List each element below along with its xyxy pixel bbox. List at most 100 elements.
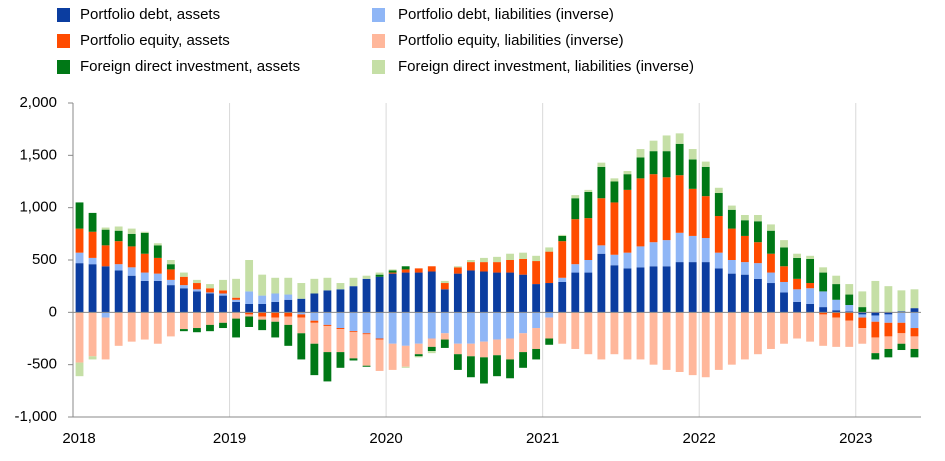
- bar: [780, 266, 788, 282]
- bar: [427, 266, 436, 272]
- bar: [545, 247, 554, 252]
- bar: [754, 278, 762, 313]
- bar: [714, 252, 723, 269]
- bar: [153, 245, 162, 258]
- bar: [401, 345, 410, 367]
- bar: [375, 339, 384, 371]
- bar: [506, 272, 514, 313]
- bar: [362, 333, 371, 335]
- bar: [427, 338, 436, 347]
- bar: [649, 174, 658, 243]
- bar: [101, 312, 110, 318]
- bar: [219, 293, 227, 296]
- bar: [414, 268, 423, 273]
- bar: [649, 151, 658, 175]
- bar: [701, 262, 710, 313]
- bar: [193, 283, 201, 290]
- bar: [675, 143, 684, 176]
- bar: [662, 135, 671, 152]
- bar: [819, 314, 828, 346]
- bar: [845, 284, 854, 295]
- bar: [388, 269, 397, 271]
- bar: [349, 331, 358, 333]
- bar: [193, 291, 201, 313]
- bar: [466, 262, 475, 271]
- bar: [166, 269, 175, 280]
- bar: [740, 274, 749, 313]
- bar: [453, 312, 462, 344]
- bar: [545, 338, 554, 345]
- bar: [584, 260, 593, 273]
- bar: [493, 256, 501, 263]
- bar: [701, 166, 710, 197]
- bar: [597, 245, 606, 254]
- bar: [832, 284, 841, 300]
- bar: [610, 178, 619, 182]
- bar: [767, 272, 775, 284]
- bar: [780, 247, 788, 267]
- bar: [258, 319, 267, 331]
- bar: [519, 352, 528, 368]
- bar: [832, 310, 841, 313]
- bar: [714, 193, 723, 217]
- bar: [662, 151, 671, 178]
- bar: [806, 312, 815, 342]
- bar: [506, 338, 514, 360]
- bar: [571, 272, 580, 313]
- bar: [401, 366, 410, 368]
- bar: [780, 292, 788, 313]
- bar: [466, 270, 475, 313]
- bar: [284, 294, 293, 300]
- bar: [819, 291, 828, 308]
- bar: [219, 290, 227, 294]
- bar: [179, 285, 188, 289]
- bar: [740, 262, 749, 275]
- bar: [323, 352, 332, 382]
- bar: [114, 241, 123, 265]
- bar: [858, 291, 867, 308]
- bar: [558, 241, 567, 278]
- bar: [401, 266, 410, 270]
- bar: [910, 348, 919, 358]
- bar: [662, 240, 671, 267]
- bar: [127, 246, 136, 268]
- bar: [388, 270, 397, 273]
- bar: [88, 257, 97, 265]
- bar: [88, 212, 97, 232]
- bar: [114, 312, 123, 346]
- bar: [232, 278, 240, 298]
- bar: [193, 328, 201, 333]
- bar: [754, 312, 762, 355]
- bar: [845, 312, 854, 321]
- bar: [545, 312, 554, 318]
- bar: [284, 277, 293, 295]
- bar: [166, 279, 175, 286]
- bar: [466, 343, 475, 357]
- bar: [519, 274, 528, 313]
- bar: [558, 281, 567, 313]
- legend-label: Portfolio equity, assets: [80, 32, 230, 49]
- bar: [871, 315, 880, 322]
- bar: [480, 357, 488, 384]
- bar: [114, 230, 123, 242]
- legend-label: Portfolio debt, liabilities (inverse): [398, 6, 614, 23]
- y-tick-label: 0: [49, 303, 57, 320]
- bar: [284, 324, 293, 346]
- bar: [101, 266, 110, 313]
- bar: [767, 283, 775, 313]
- bar: [101, 317, 110, 360]
- bar: [649, 242, 658, 267]
- bar: [910, 312, 919, 329]
- bar: [688, 235, 697, 263]
- bar: [206, 288, 214, 293]
- bar: [166, 312, 175, 337]
- bar: [897, 312, 906, 323]
- bar: [519, 252, 528, 259]
- bar: [858, 328, 867, 344]
- bar: [480, 341, 488, 358]
- bar: [649, 266, 658, 313]
- bar: [675, 262, 684, 313]
- bar: [871, 353, 880, 360]
- bar: [193, 312, 201, 329]
- bar: [75, 312, 84, 363]
